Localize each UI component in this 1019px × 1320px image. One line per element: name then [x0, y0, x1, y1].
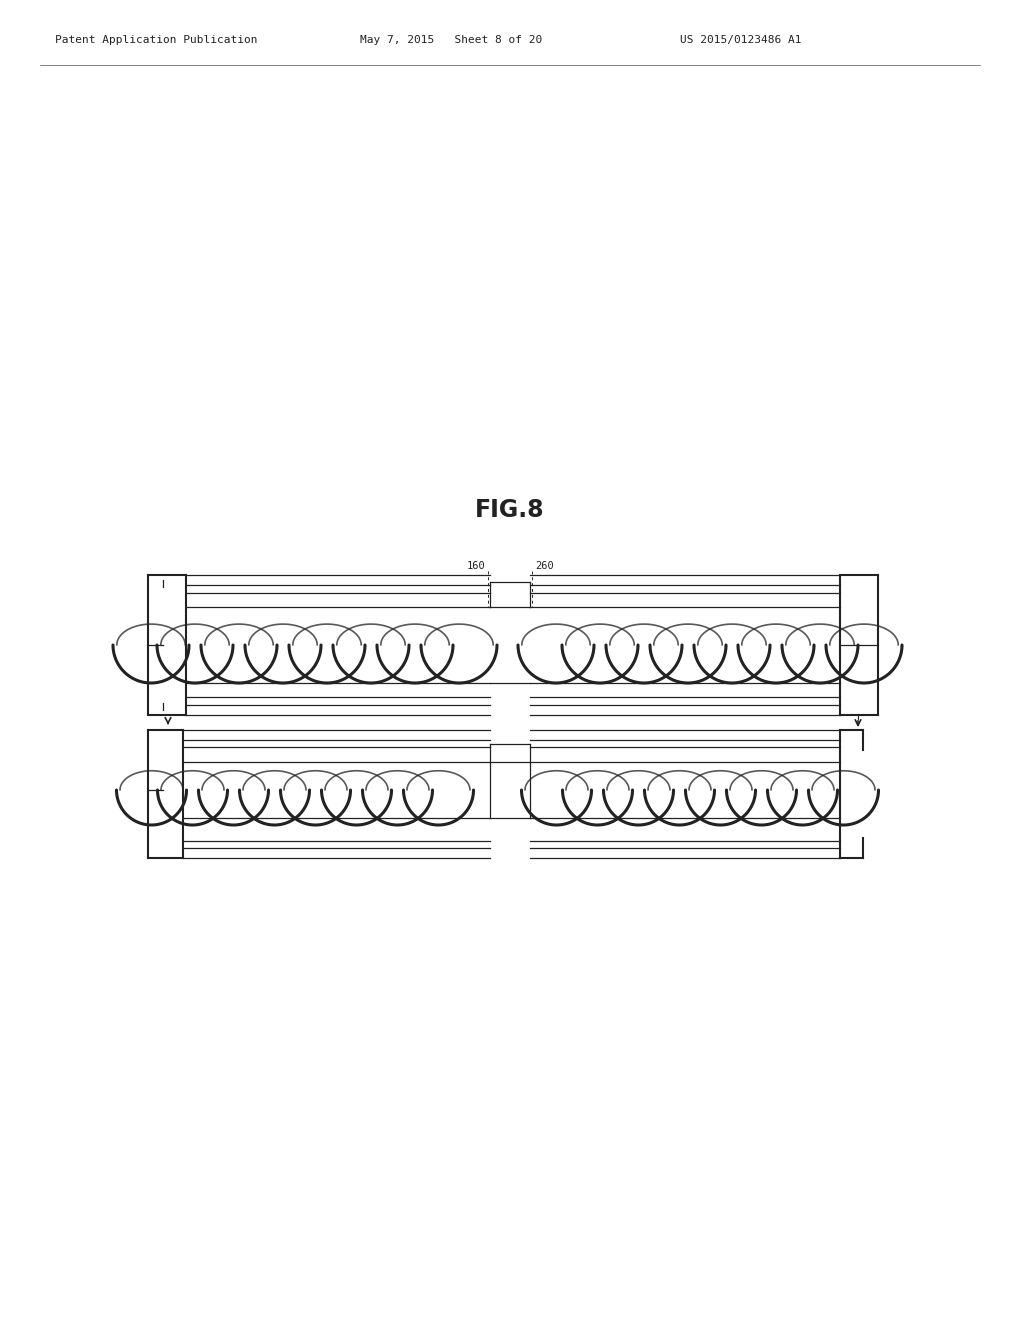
Text: FIG.8: FIG.8	[475, 498, 544, 521]
Text: US 2015/0123486 A1: US 2015/0123486 A1	[680, 36, 801, 45]
Text: 160: 160	[466, 561, 484, 572]
Text: May 7, 2015   Sheet 8 of 20: May 7, 2015 Sheet 8 of 20	[360, 36, 542, 45]
Text: 260: 260	[535, 561, 553, 572]
Text: Patent Application Publication: Patent Application Publication	[55, 36, 257, 45]
